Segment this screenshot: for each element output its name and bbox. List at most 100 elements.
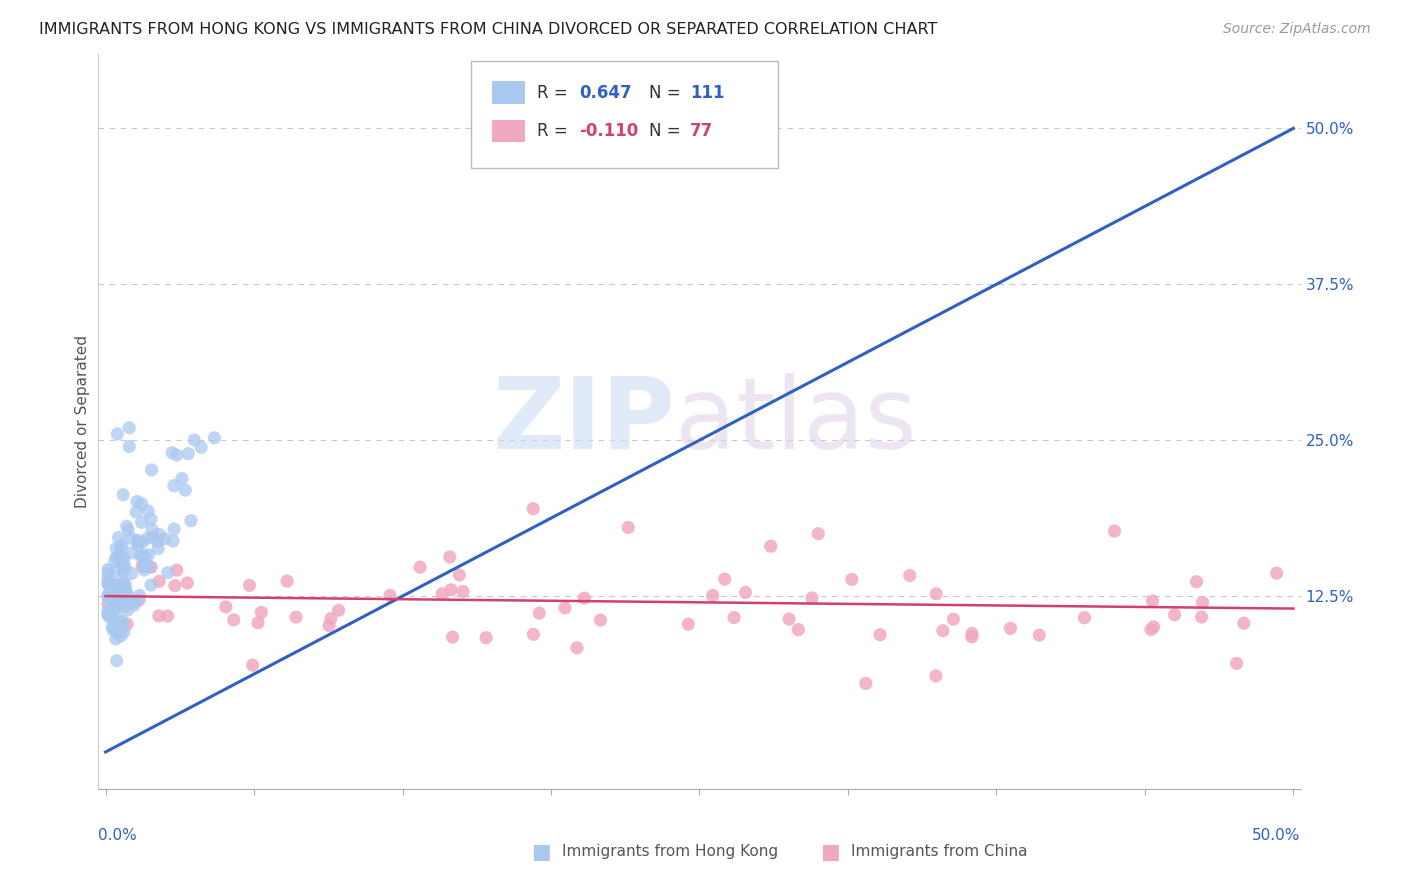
Point — [409, 560, 432, 574]
Point — [138, 559, 160, 574]
Point — [148, 574, 170, 589]
Text: -0.110: -0.110 — [579, 122, 638, 140]
Point — [104, 607, 127, 621]
Point — [869, 628, 891, 642]
Point — [97, 562, 120, 576]
Text: 50.0%: 50.0% — [1253, 828, 1301, 843]
Point — [141, 523, 163, 537]
Point — [1028, 628, 1050, 642]
Point — [1104, 524, 1126, 538]
Point — [129, 549, 152, 563]
Point — [174, 483, 197, 498]
Point — [183, 433, 205, 447]
Point — [1226, 657, 1249, 671]
Point — [107, 582, 129, 596]
Point — [131, 559, 153, 574]
Text: N =: N = — [650, 122, 686, 140]
Point — [111, 576, 134, 591]
Point — [101, 579, 124, 593]
Point — [107, 598, 129, 612]
Point — [319, 612, 342, 626]
Point — [807, 526, 830, 541]
Point — [713, 572, 735, 586]
Text: Immigrants from Hong Kong: Immigrants from Hong Kong — [562, 845, 779, 859]
Point — [190, 440, 212, 454]
Text: R =: R = — [537, 84, 574, 102]
Point — [110, 596, 132, 610]
Point — [103, 622, 125, 636]
Point — [153, 532, 176, 546]
Point — [111, 579, 134, 593]
Point — [114, 580, 136, 594]
Point — [110, 540, 132, 554]
Point — [125, 505, 148, 519]
Point — [378, 588, 401, 602]
Point — [702, 589, 724, 603]
Point — [97, 571, 120, 585]
Point — [138, 548, 160, 562]
Point — [759, 539, 782, 553]
Point — [110, 629, 132, 643]
Point — [104, 632, 127, 646]
Point — [105, 541, 128, 556]
Point — [139, 578, 162, 592]
Point — [1163, 607, 1185, 622]
Point — [617, 520, 640, 534]
Point — [328, 603, 350, 617]
Bar — [492, 120, 526, 142]
Point — [108, 576, 131, 591]
Point — [112, 564, 135, 578]
Point — [1073, 610, 1095, 624]
Text: 111: 111 — [690, 84, 724, 102]
Point — [134, 549, 156, 563]
Point — [136, 531, 159, 545]
Point — [432, 587, 454, 601]
Text: N =: N = — [650, 84, 686, 102]
Point — [801, 591, 824, 605]
Point — [554, 601, 576, 615]
Point — [118, 592, 141, 607]
Point — [97, 608, 120, 623]
Point — [177, 447, 200, 461]
Point — [318, 618, 340, 632]
Point — [97, 591, 120, 605]
Point — [105, 654, 128, 668]
Point — [148, 527, 170, 541]
Point — [238, 578, 260, 592]
Point — [180, 514, 202, 528]
Point — [449, 568, 471, 582]
Point — [101, 594, 124, 608]
Point — [107, 426, 129, 441]
Point — [112, 488, 135, 502]
Point — [156, 566, 179, 580]
Point — [114, 576, 136, 591]
Point — [107, 583, 129, 598]
Point — [142, 530, 165, 544]
Point — [112, 551, 135, 566]
Point — [162, 533, 184, 548]
Point — [787, 623, 810, 637]
Point — [97, 588, 120, 602]
Point — [132, 558, 155, 573]
Point — [100, 600, 122, 615]
Point — [176, 576, 198, 591]
Point — [103, 623, 125, 637]
Text: ZIP: ZIP — [492, 373, 675, 470]
Point — [128, 593, 150, 607]
Point — [1000, 621, 1022, 635]
Point — [127, 533, 149, 548]
Point — [104, 601, 127, 615]
Point — [1265, 566, 1288, 581]
Point — [107, 625, 129, 640]
Point — [114, 600, 136, 615]
Point — [117, 523, 139, 537]
Point — [285, 610, 308, 624]
Point — [125, 594, 148, 608]
Point — [522, 627, 544, 641]
Point — [451, 584, 474, 599]
Point — [841, 573, 863, 587]
Point — [163, 478, 186, 492]
Point — [925, 587, 948, 601]
Point — [589, 613, 612, 627]
Point — [441, 630, 464, 644]
